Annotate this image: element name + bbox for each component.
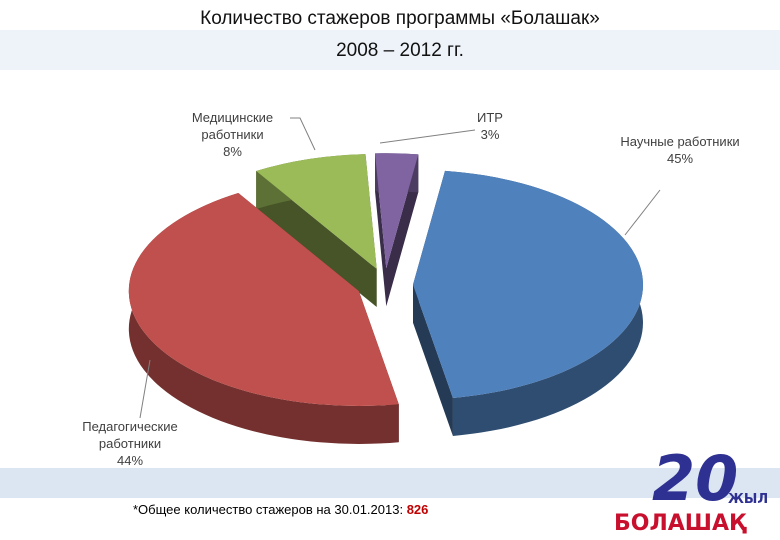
- logo-word: ЖЫЛ: [728, 492, 768, 507]
- logo: 20 ЖЫЛ БОЛАШАҚ: [614, 442, 768, 536]
- bottom-band: [0, 468, 780, 498]
- footnote: *Общее количество стажеров на 30.01.2013…: [133, 502, 428, 517]
- slice-side: [412, 170, 453, 436]
- slice-side: [256, 154, 377, 307]
- label-value: 8%: [223, 144, 242, 159]
- slice-wall: [128, 193, 399, 444]
- slice: [412, 170, 643, 398]
- slice: [128, 193, 399, 406]
- label-value: 45%: [666, 151, 694, 166]
- label-name: Научные работники: [620, 134, 740, 149]
- label: Научные работники 45%: [620, 133, 740, 167]
- top-band: [0, 30, 780, 70]
- label-value: 44%: [116, 453, 144, 468]
- chart-title: Количество стажеров программы «Болашак»: [200, 8, 600, 29]
- leader-line: [290, 117, 316, 151]
- label: ИТР 3%: [460, 109, 520, 143]
- logo-number: 20: [652, 442, 738, 515]
- footnote-text: *Общее количество стажеров на 30.01.2013…: [133, 502, 404, 517]
- chart-subtitle: 2008 – 2012 гг.: [336, 40, 464, 61]
- label-name: Педагогические работники: [82, 419, 178, 451]
- label: Медицинские работники 8%: [170, 109, 295, 160]
- leader-line: [624, 189, 661, 236]
- label-name: Медицинские работники: [191, 110, 274, 142]
- slice: [256, 154, 377, 269]
- leader-line: [379, 129, 476, 144]
- leader-line: [139, 359, 151, 419]
- logo-name: БОЛАШАҚ: [614, 511, 747, 536]
- label: Педагогические работники 44%: [55, 418, 205, 469]
- slice: [375, 153, 419, 269]
- leaders: [139, 117, 661, 419]
- footnote-value: 826: [406, 502, 429, 517]
- pie: [128, 153, 643, 444]
- label-value: 3%: [480, 127, 500, 142]
- slice-side: [375, 153, 419, 307]
- label-name: ИТР: [477, 110, 503, 125]
